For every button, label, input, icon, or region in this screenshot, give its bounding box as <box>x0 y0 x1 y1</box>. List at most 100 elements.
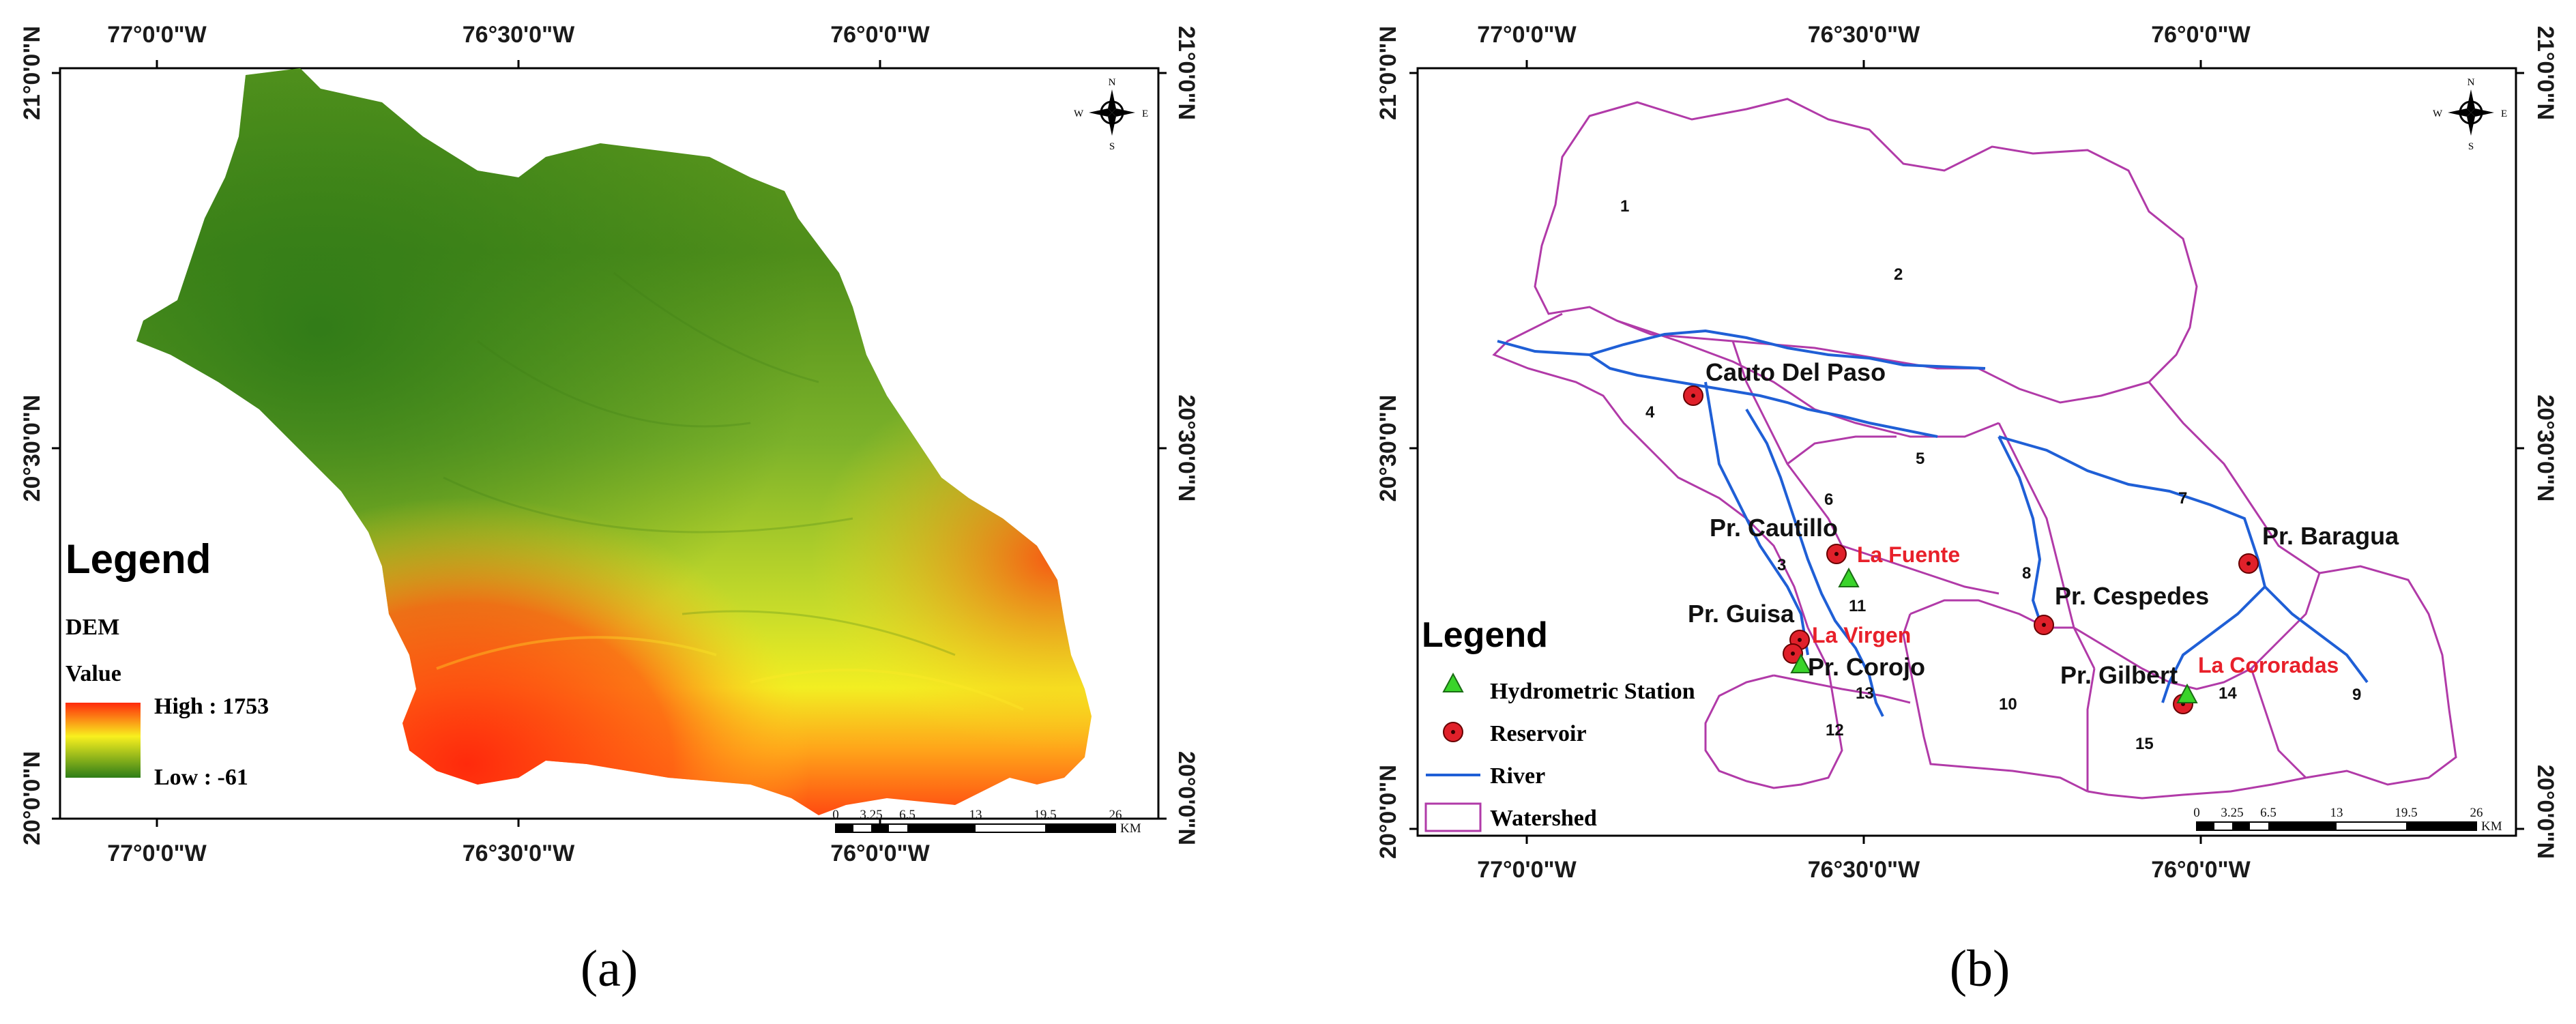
legend-field: Value <box>65 661 121 686</box>
station-icon <box>1790 653 1812 673</box>
site-label: La Virgen <box>1812 623 1911 647</box>
legend-item-reservoir: Reservoir <box>1490 721 1587 746</box>
top-tick-1: 77°0'0"W <box>107 22 207 48</box>
legend-layer: DEM <box>65 615 119 640</box>
panel-b: 1 2 3 4 5 6 7 8 9 10 11 12 13 14 15 <box>1375 22 2558 997</box>
svg-text:14: 14 <box>2219 684 2237 703</box>
legend-item-watershed: Watershed <box>1490 806 1597 831</box>
svg-text:10: 10 <box>1999 695 2017 714</box>
svg-text:3.25: 3.25 <box>860 808 882 822</box>
watershed-legend-swatch <box>1424 802 1482 832</box>
legend-title: Legend <box>1422 615 1548 655</box>
watershed-labels: 1 2 3 4 5 6 7 8 9 10 11 12 13 14 15 <box>1620 197 2361 753</box>
right-tick-1: 21°0'0"N <box>1173 26 1199 120</box>
bottom-tick-1: 77°0'0"W <box>1477 857 1577 883</box>
top-tick-2: 76°30'0"W <box>1808 22 1920 48</box>
reservoir-icon <box>2034 615 2054 635</box>
reservoir-icon <box>1783 643 1803 664</box>
bottom-tick-1: 77°0'0"W <box>107 840 207 866</box>
svg-text:N: N <box>1109 77 1116 88</box>
scale-bar-a: 0 3.25 6.5 13 19.5 26 KM <box>832 808 1141 836</box>
svg-text:15: 15 <box>2135 735 2154 753</box>
station-icon <box>2176 683 2198 703</box>
legend-color-ramp <box>65 703 141 778</box>
left-tick-3: 20°0'0"N <box>19 751 45 845</box>
legend-item-river: River <box>1490 763 1545 789</box>
svg-text:7: 7 <box>2178 489 2187 508</box>
site-label: Pr. Guisa <box>1688 600 1795 628</box>
svg-text:S: S <box>1109 141 1115 152</box>
svg-text:E: E <box>1142 108 1148 119</box>
right-tick-2: 20°30'0"N <box>2532 395 2558 502</box>
coordinate-ticks-a <box>52 60 1167 827</box>
left-tick-2: 20°30'0"N <box>1375 395 1401 502</box>
svg-text:6: 6 <box>1824 491 1833 509</box>
left-tick-1: 21°0'0"N <box>19 26 45 120</box>
site-label: Pr. Baragua <box>2262 522 2399 550</box>
panel-label-b: (b) <box>1950 940 2010 997</box>
svg-text:4: 4 <box>1645 403 1655 422</box>
scale-bar-b: 0 3.25 6.5 13 19.5 26 KM <box>2193 806 2502 834</box>
station-markers <box>1790 567 2198 703</box>
reservoir-markers <box>1683 385 2259 714</box>
left-tick-2: 20°30'0"N <box>19 395 45 502</box>
right-tick-3: 20°0'0"N <box>2532 765 2558 859</box>
left-tick-3: 20°0'0"N <box>1375 765 1401 859</box>
site-label: Pr. Gilbert <box>2060 661 2178 689</box>
svg-text:KM: KM <box>1120 821 1141 836</box>
svg-text:6.5: 6.5 <box>2260 806 2277 820</box>
svg-text:6.5: 6.5 <box>899 808 916 822</box>
bottom-tick-2: 76°30'0"W <box>1808 857 1920 883</box>
bottom-tick-3: 76°0'0"W <box>830 840 930 866</box>
svg-text:26: 26 <box>1109 808 1122 822</box>
svg-text:8: 8 <box>2022 564 2031 583</box>
station-icon <box>1442 672 1464 692</box>
bottom-tick-3: 76°0'0"W <box>2151 857 2251 883</box>
bottom-tick-2: 76°30'0"W <box>463 840 575 866</box>
top-tick-2: 76°30'0"W <box>463 22 575 48</box>
svg-text:11: 11 <box>1849 597 1866 615</box>
station-icon <box>1838 567 1860 587</box>
svg-text:19.5: 19.5 <box>2395 806 2417 820</box>
svg-text:KM: KM <box>2481 819 2502 834</box>
svg-text:W: W <box>1074 108 1084 119</box>
site-label: La Fuente <box>1857 542 1960 567</box>
legend-item-station: Hydrometric Station <box>1490 679 1695 704</box>
river-network <box>1497 329 2369 717</box>
top-tick-1: 77°0'0"W <box>1477 22 1577 48</box>
map-frame-b <box>1416 67 2517 837</box>
coordinate-ticks-b <box>1409 60 2524 844</box>
svg-text:19.5: 19.5 <box>1034 808 1056 822</box>
svg-text:W: W <box>2433 108 2443 119</box>
svg-text:13: 13 <box>969 808 982 822</box>
reservoir-icon <box>2238 553 2259 574</box>
site-label: La Cororadas <box>2198 653 2339 677</box>
right-tick-1: 21°0'0"N <box>2532 26 2558 120</box>
svg-text:S: S <box>2468 141 2474 152</box>
svg-text:13: 13 <box>2330 806 2343 820</box>
svg-text:0: 0 <box>832 808 839 822</box>
legend-a: Legend DEM Value High : 1753 Low : -61 <box>65 536 269 790</box>
legend-b: Legend Hydrometric Station Reservoir Riv… <box>1422 615 1695 832</box>
svg-text:0: 0 <box>2193 806 2200 820</box>
svg-text:26: 26 <box>2470 806 2483 820</box>
reservoir-icon <box>1443 722 1463 742</box>
svg-text:13: 13 <box>1856 684 1874 703</box>
north-arrow-icon: N S E W <box>1074 77 1148 152</box>
svg-text:5: 5 <box>1916 450 1924 468</box>
site-label: Pr. Cespedes <box>2055 582 2209 610</box>
panel-label-a: (a) <box>581 940 638 997</box>
site-labels: Cauto Del Paso Pr. Cautillo La Fuente Pr… <box>1688 358 2399 689</box>
legend-title: Legend <box>65 536 211 582</box>
svg-text:9: 9 <box>2352 686 2361 704</box>
right-tick-3: 20°0'0"N <box>1173 751 1199 845</box>
svg-text:3.25: 3.25 <box>2221 806 2243 820</box>
reservoir-icon <box>1683 385 1703 406</box>
north-arrow-icon: N S E W <box>2433 77 2507 152</box>
legend-low: Low : -61 <box>154 765 248 790</box>
site-label: Cauto Del Paso <box>1706 358 1886 386</box>
svg-text:3: 3 <box>1777 556 1786 574</box>
svg-text:12: 12 <box>1826 721 1844 740</box>
right-tick-2: 20°30'0"N <box>1173 395 1199 502</box>
reservoir-icon <box>1826 544 1847 564</box>
